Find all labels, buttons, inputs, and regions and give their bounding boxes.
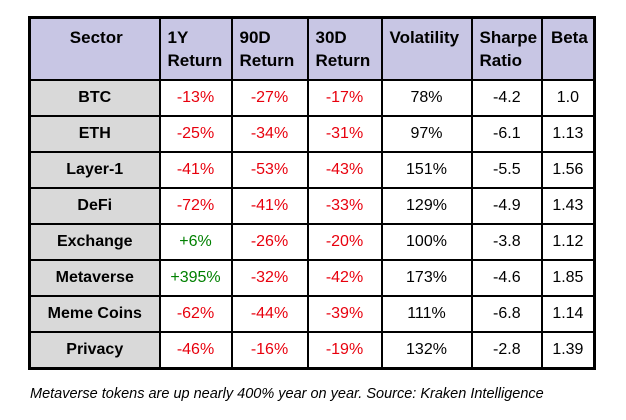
value-cell: -4.6 (470, 259, 544, 297)
table-body: BTC -13% -27% -17% 78% -4.2 1.0 ETH -25% -34% -31%… (28, 79, 596, 370)
value-cell: -41% (158, 151, 233, 189)
sector-cell: Layer-1 (28, 151, 161, 189)
table-caption: Metaverse tokens are up nearly 400% year… (30, 386, 544, 402)
value-cell: 1.43 (541, 187, 596, 225)
sector-performance-table: Sector 1Y Return 90D Return 30D Return Volatili… (28, 16, 596, 370)
value-cell: +395% (158, 259, 233, 297)
column-header: 1Y Return (158, 16, 233, 81)
value-cell: -62% (158, 295, 233, 333)
value-cell: -34% (230, 115, 309, 153)
value-cell: 1.39 (541, 331, 596, 370)
value-cell: -4.9 (470, 187, 544, 225)
table-row: Layer-1 -41% -53% -43% 151% -5.5 1.56 (28, 151, 596, 189)
value-cell: 100% (380, 223, 473, 261)
value-cell: -13% (158, 79, 233, 117)
value-cell: -16% (230, 331, 309, 370)
value-cell: -2.8 (470, 331, 544, 370)
value-cell: 1.13 (541, 115, 596, 153)
value-cell: -41% (230, 187, 309, 225)
value-cell: -44% (230, 295, 309, 333)
value-cell: -19% (306, 331, 383, 370)
value-cell: +6% (158, 223, 233, 261)
column-header: Beta (541, 16, 596, 81)
sector-cell: Exchange (28, 223, 161, 261)
value-cell: -17% (306, 79, 383, 117)
sector-cell: BTC (28, 79, 161, 117)
value-cell: -72% (158, 187, 233, 225)
value-cell: 97% (380, 115, 473, 153)
table-row: BTC -13% -27% -17% 78% -4.2 1.0 (28, 79, 596, 117)
column-header: 30D Return (306, 16, 383, 81)
table-header-row: Sector 1Y Return 90D Return 30D Return Volatili… (28, 16, 596, 81)
value-cell: 151% (380, 151, 473, 189)
value-cell: -27% (230, 79, 309, 117)
value-cell: 78% (380, 79, 473, 117)
value-cell: -53% (230, 151, 309, 189)
value-cell: -26% (230, 223, 309, 261)
value-cell: -6.8 (470, 295, 544, 333)
value-cell: -33% (306, 187, 383, 225)
value-cell: -43% (306, 151, 383, 189)
table-header: Sector 1Y Return 90D Return 30D Return Volatili… (28, 16, 596, 81)
value-cell: 1.56 (541, 151, 596, 189)
table-row: Exchange +6% -26% -20% 100% -3.8 1.12 (28, 223, 596, 261)
value-cell: -31% (306, 115, 383, 153)
table-row: DeFi -72% -41% -33% 129% -4.9 1.43 (28, 187, 596, 225)
table-row: ETH -25% -34% -31% 97% -6.1 1.13 (28, 115, 596, 153)
sector-cell: DeFi (28, 187, 161, 225)
value-cell: -42% (306, 259, 383, 297)
column-header: Volatility (380, 16, 473, 81)
value-cell: 1.12 (541, 223, 596, 261)
sector-cell: Privacy (28, 331, 161, 370)
sector-cell: Meme Coins (28, 295, 161, 333)
value-cell: 129% (380, 187, 473, 225)
value-cell: -3.8 (470, 223, 544, 261)
sector-cell: ETH (28, 115, 161, 153)
value-cell: 173% (380, 259, 473, 297)
value-cell: -5.5 (470, 151, 544, 189)
table-row: Privacy -46% -16% -19% 132% -2.8 1.39 (28, 331, 596, 370)
value-cell: -20% (306, 223, 383, 261)
value-cell: 1.14 (541, 295, 596, 333)
column-header: 90D Return (230, 16, 309, 81)
value-cell: 1.0 (541, 79, 596, 117)
value-cell: -25% (158, 115, 233, 153)
value-cell: -32% (230, 259, 309, 297)
column-header: Sector (28, 16, 161, 81)
value-cell: 111% (380, 295, 473, 333)
value-cell: -6.1 (470, 115, 544, 153)
table-row: Metaverse +395% -32% -42% 173% -4.6 1.85 (28, 259, 596, 297)
value-cell: 132% (380, 331, 473, 370)
value-cell: -46% (158, 331, 233, 370)
column-header: Sharpe Ratio (470, 16, 544, 81)
value-cell: -39% (306, 295, 383, 333)
value-cell: -4.2 (470, 79, 544, 117)
sector-cell: Metaverse (28, 259, 161, 297)
table-row: Meme Coins -62% -44% -39% 111% -6.8 1.14 (28, 295, 596, 333)
value-cell: 1.85 (541, 259, 596, 297)
